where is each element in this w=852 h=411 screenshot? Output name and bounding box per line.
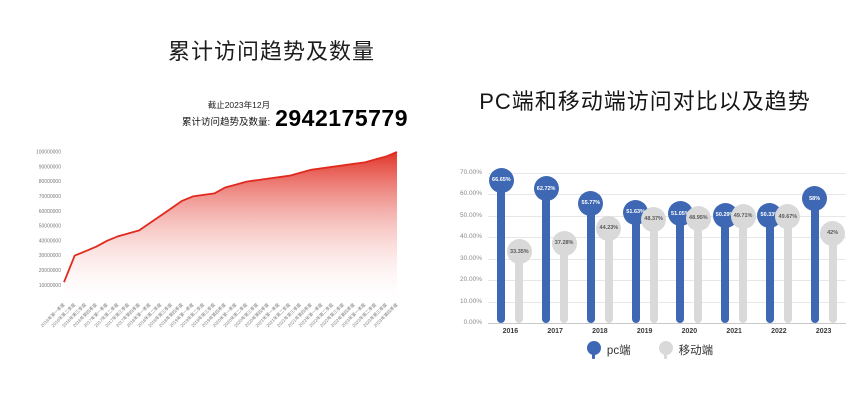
y-axis-label: 40.00% [459,233,482,241]
chart-legend: pc端 移动端 [460,341,840,359]
as-of-date-note: 截止2023年12月 [207,100,271,110]
year-label: 2022 [771,328,787,335]
gridline [488,323,846,324]
annotation-text-block: 截止2023年12月 累计访问趋势及数量: [182,99,270,130]
year-label: 2020 [681,328,698,335]
pc-pin: 58% [802,186,828,212]
pc-pin-stick [542,188,551,323]
gridline [488,301,846,303]
mobile-legend-stick [664,354,668,359]
year-label: 2023 [815,328,832,335]
pc-pin-stick [810,198,819,323]
gridline [488,173,846,174]
area-fill [64,152,397,300]
pc-pin-stick [676,213,685,323]
gridline [488,215,846,217]
mobile-pin-stick [560,243,569,323]
mobile-pin-stick [515,251,524,323]
legend-item-mobile: 移动端 [658,341,714,359]
mobile-pin-stick [739,216,748,323]
year-label: 2018 [592,328,608,335]
mobile-pin-stick [604,228,613,323]
mobile-pin: 49.67% [775,204,801,230]
pc-pin-icon [586,341,601,359]
year-label: 2017 [547,328,563,335]
y-axis-label: 50.00% [459,211,482,219]
mobile-pin-stick [649,219,658,323]
mobile-pin-stick [828,233,837,323]
pc-legend-stick [592,354,596,359]
pc-pin-stick [497,180,506,323]
y-axis-label: 70.00% [459,169,482,176]
y-axis-label: 20000000 [39,268,61,274]
y-axis-label: 70000000 [39,194,61,200]
mobile-pin-stick [783,216,792,323]
mobile-pin-icon [658,341,673,359]
y-axis-label: 20.00% [459,276,482,284]
y-axis-label: 0.00% [463,319,482,326]
y-axis-label: 30000000 [39,253,61,259]
mobile-pin: 33.35% [506,239,532,265]
y-axis-label: 40000000 [39,238,61,244]
mobile-pin: 37.28% [551,230,577,256]
pc-pin-stick [586,203,595,323]
gridline [488,280,846,282]
year-label: 2021 [726,328,742,335]
pc-mobile-pin-chart: 70.00% 60.00% 50.00% 40.00% 30.00% 20.00% 10.0… [448,165,846,365]
gridline [488,194,846,196]
pc-pin: 55.77% [578,190,604,216]
y-axis-label: 50000000 [39,224,61,230]
pc-pin: 62.72% [533,176,559,202]
mobile-pin-stick [694,218,703,323]
cumulative-total-annotation: 截止2023年12月 累计访问趋势及数量: 2942175779 [150,99,408,130]
y-axis-label: 90000000 [39,164,61,170]
mobile-pin: 48.37% [641,206,667,232]
mobile-pin: 44.23% [596,215,622,241]
legend-item-pc: pc端 [586,341,631,359]
cumulative-chart-title: 累计访问趋势及数量 [168,39,376,64]
y-axis-label: 30.00% [459,254,482,262]
cumulative-area-chart: 100000000 90000000 80000000 70000000 6000000… [36,150,400,329]
y-axis-label: 80000000 [39,179,61,185]
total-label: 累计访问趋势及数量: [181,117,271,128]
y-axis-label: 10.00% [459,297,482,305]
y-axis-label: 60000000 [39,209,61,215]
pc-pin-stick [631,212,640,323]
pc-legend-ball [586,341,601,355]
mobile-pin: 48.95% [685,205,711,231]
comparison-chart-title: PC端和移动端访问对比以及趋势 [479,89,811,114]
year-label: 2016 [502,328,519,335]
mobile-legend-ball [658,341,673,355]
mobile-pin: 42% [820,220,846,246]
legend-label-mobile: 移动端 [678,345,714,357]
trend-line [63,151,398,283]
legend-label-pc: pc端 [606,345,631,357]
year-label: 2019 [636,328,653,335]
gridline [488,258,846,260]
pc-pin: 66.65% [488,167,514,193]
pc-pin-stick [721,215,730,323]
gridline [488,237,846,239]
y-axis-label: 100000000 [36,150,61,156]
y-axis-label: 10000000 [39,283,61,289]
y-axis-label: 60.00% [459,190,482,198]
pc-pin-stick [765,215,774,323]
total-value: 2942175779 [275,105,408,132]
mobile-pin: 49.71% [730,203,756,229]
